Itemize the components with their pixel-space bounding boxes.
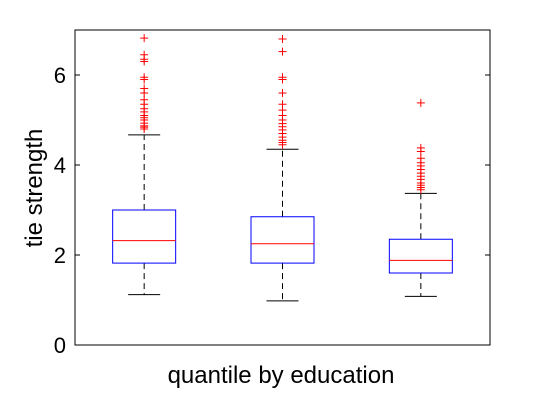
x-axis-label: quantile by education	[168, 362, 395, 389]
outlier-point	[278, 100, 287, 109]
y-tick-label: 0	[54, 333, 66, 358]
outlier-point	[278, 35, 287, 43]
y-tick-label: 2	[54, 243, 66, 268]
outlier-point	[140, 84, 149, 93]
outlier-point	[278, 47, 287, 56]
y-axis-label: tie strength	[21, 129, 48, 248]
outlier-point	[140, 95, 149, 104]
plot-frame	[74, 29, 491, 346]
iqr-box	[250, 216, 315, 264]
y-tick-label: 4	[54, 153, 66, 178]
outlier-point	[416, 143, 425, 152]
outlier-point	[416, 154, 425, 163]
iqr-box	[112, 209, 177, 264]
outlier-point	[278, 73, 287, 82]
y-tick-label: 6	[54, 63, 66, 88]
outlier-point	[140, 34, 149, 43]
outlier-point	[140, 50, 149, 59]
outlier-point	[416, 98, 425, 107]
outlier-point	[140, 73, 149, 82]
iqr-box	[388, 238, 453, 274]
plot-area: 0 2 4 6	[54, 29, 491, 358]
outlier-point	[278, 89, 287, 97]
